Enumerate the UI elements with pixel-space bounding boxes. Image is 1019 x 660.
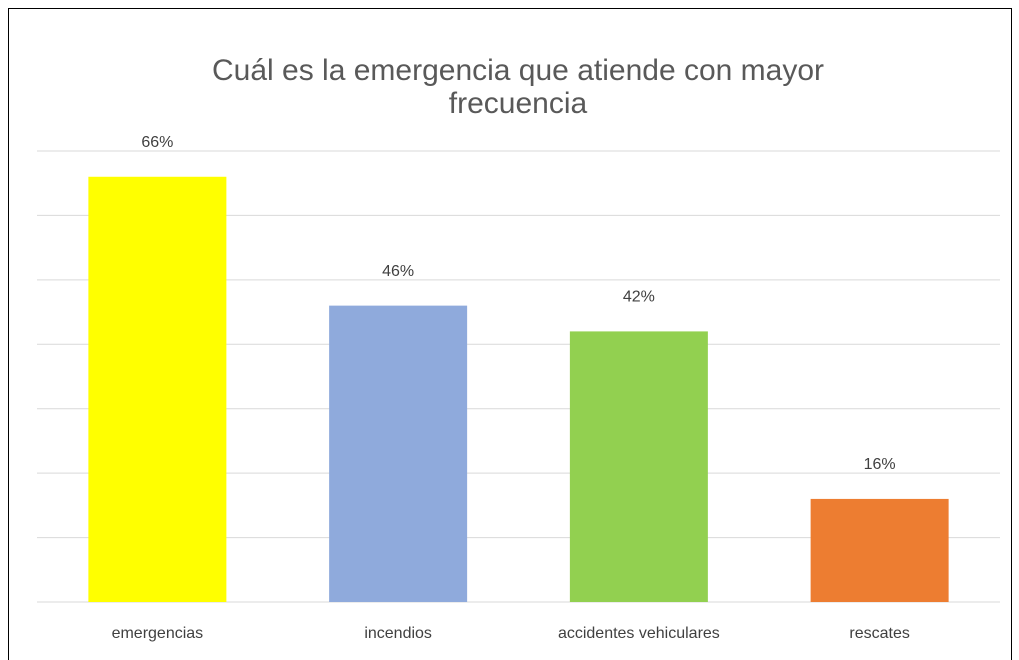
x-tick-label: incendios [364, 625, 432, 642]
chart-title: Cuál es la emergencia que atiende con ma… [212, 54, 824, 87]
bar [329, 305, 468, 602]
bar [88, 176, 227, 602]
x-tick-label: rescates [849, 625, 909, 642]
data-label: 66% [141, 134, 173, 151]
bar [569, 331, 708, 602]
x-tick-label: emergencias [112, 625, 204, 642]
data-label: 42% [623, 289, 655, 306]
data-label: 46% [382, 263, 414, 280]
x-tick-label: accidentes vehiculares [558, 625, 720, 642]
chart-title: frecuencia [449, 87, 588, 120]
data-label: 16% [864, 456, 896, 473]
bar [810, 498, 949, 602]
